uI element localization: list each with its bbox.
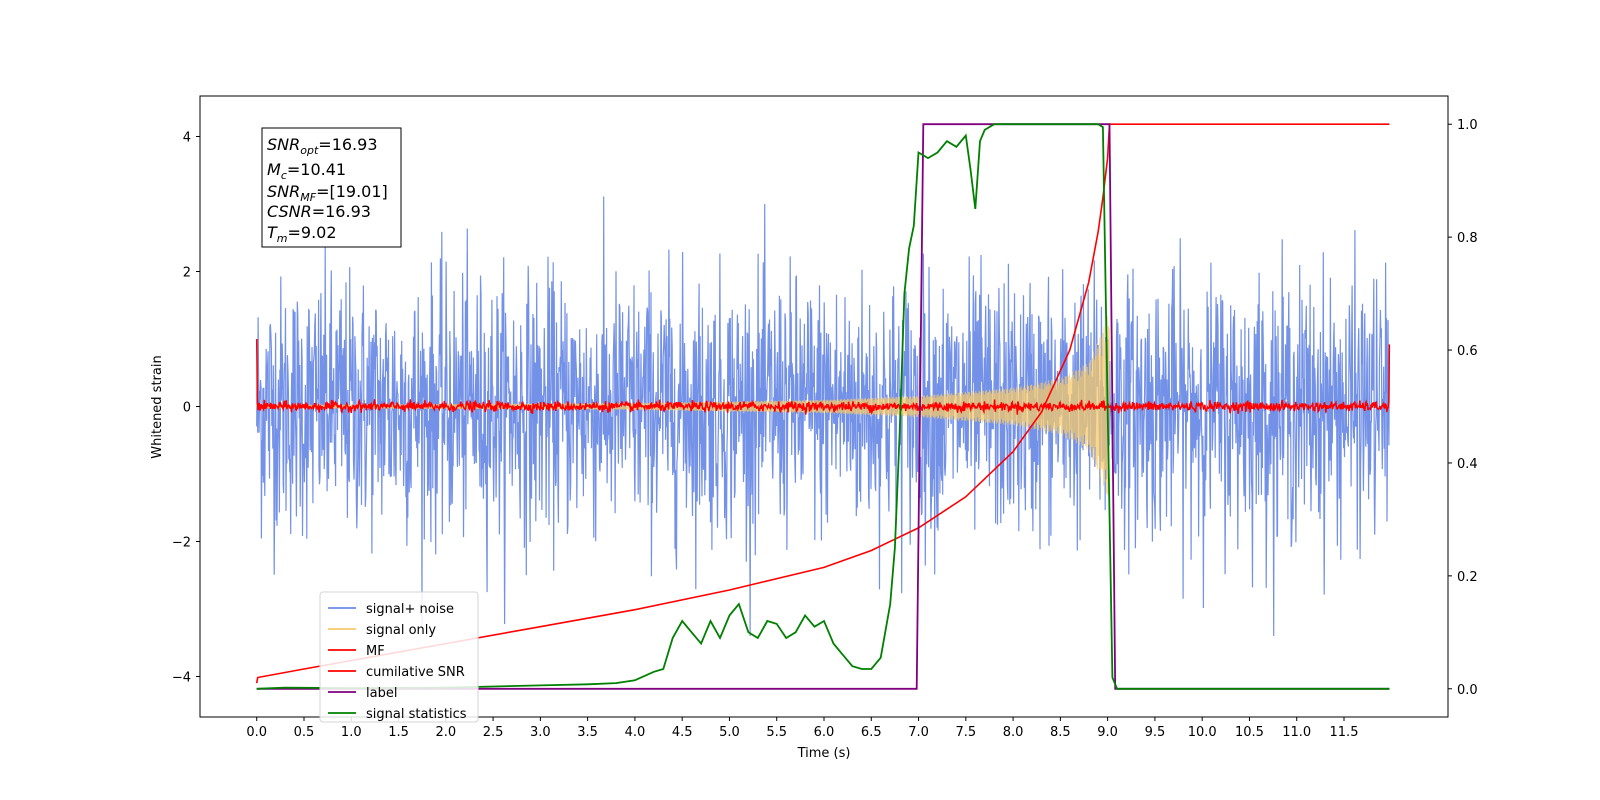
y-tick-label: −4 [172, 671, 191, 686]
series-signal-noise [256, 196, 1390, 637]
x-tick-label: 1.0 [341, 725, 362, 740]
x-tick-label: 3.5 [577, 725, 598, 740]
y-right-tick-label: 0.8 [1457, 231, 1478, 246]
stat-csnr: CSNR=16.93 [267, 202, 371, 221]
y-right-tick-label: 0.4 [1457, 457, 1478, 472]
x-tick-label: 9.0 [1097, 725, 1118, 740]
x-tick-label: 1.5 [388, 725, 409, 740]
x-tick-label: 4.0 [625, 725, 646, 740]
x-tick-label: 6.5 [861, 725, 882, 740]
legend: signal+ noise signal only MF cumilative SNR… [319, 591, 479, 723]
y-right-tick-label: 1.0 [1457, 118, 1478, 133]
ticks-layer: 0.0 0.5 1.0 1.5 2.0 2.5 3.0 3.5 4.0 4.5 5.0 5.5 6.0 6… [172, 118, 1478, 740]
x-tick-label: 7.5 [955, 725, 976, 740]
x-tick-label: 10.0 [1188, 725, 1217, 740]
legend-label: signal statistics [366, 707, 467, 722]
x-tick-label: 4.5 [672, 725, 693, 740]
x-axis-label: Time (s) [797, 746, 851, 761]
x-tick-label: 5.5 [766, 725, 787, 740]
x-tick-label: 3.0 [530, 725, 551, 740]
x-tick-label: 11.0 [1282, 725, 1311, 740]
y-tick-label: −2 [172, 536, 191, 551]
stat-mc: Mc=10.41 [267, 160, 346, 182]
y-tick-label: 2 [183, 266, 191, 281]
stat-snr-mf: SNRMF=[19.01] [267, 182, 388, 204]
x-tick-label: 2.5 [483, 725, 504, 740]
y-right-tick-label: 0.6 [1457, 344, 1478, 359]
x-tick-label: 6.0 [814, 725, 835, 740]
x-tick-label: 10.5 [1235, 725, 1264, 740]
x-tick-label: 8.0 [1003, 725, 1024, 740]
x-tick-label: 5.0 [719, 725, 740, 740]
series-mf [255, 338, 1391, 415]
stats-box: SNRopt=16.93 Mc=10.41 SNRMF=[19.01] CSNR… [261, 127, 402, 248]
x-tick-label: 7.0 [908, 725, 929, 740]
x-tick-label: 0.0 [246, 725, 267, 740]
x-tick-label: 0.5 [294, 725, 315, 740]
legend-frame [319, 591, 479, 723]
x-tick-label: 11.5 [1330, 725, 1359, 740]
legend-label: signal+ noise [366, 602, 454, 617]
series-signal-statistics [256, 123, 1390, 690]
legend-label: MF [366, 644, 385, 659]
legend-label: cumilative SNR [366, 665, 465, 680]
y-tick-label: 4 [183, 131, 191, 146]
y-right-tick-label: 0.2 [1457, 570, 1478, 585]
legend-label: signal only [366, 623, 436, 638]
y-right-tick-label: 0.0 [1457, 683, 1478, 698]
stat-snr-opt: SNRopt=16.93 [267, 135, 378, 157]
x-tick-label: 8.5 [1050, 725, 1071, 740]
x-tick-label: 2.0 [435, 725, 456, 740]
stat-tm: Tm=9.02 [267, 223, 337, 245]
y-tick-label: 0 [183, 401, 191, 416]
stats-box-frame [261, 127, 402, 248]
y-axis-label: Whitened strain [150, 355, 165, 458]
legend-label: label [366, 686, 397, 701]
x-tick-label: 9.5 [1145, 725, 1166, 740]
